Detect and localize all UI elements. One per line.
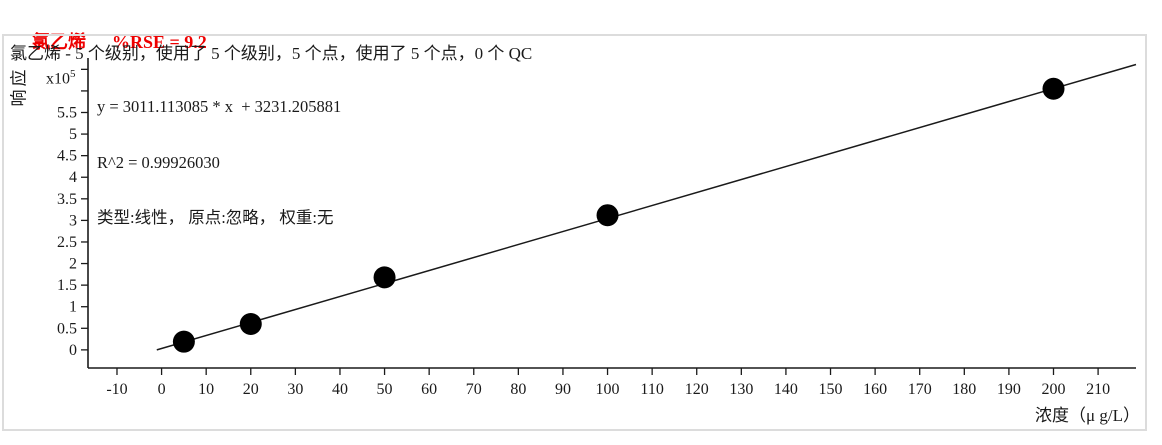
- x-tick-label: 60: [421, 381, 437, 398]
- fit-settings: 类型:线性， 原点:忽略， 权重:无: [97, 208, 334, 227]
- fit-r-squared: R^2 = 0.99926030: [97, 152, 220, 172]
- y-tick-label: 1.5: [57, 277, 77, 294]
- y-tick-label: 4.5: [57, 148, 77, 165]
- y-tick-label: 1: [69, 299, 77, 316]
- y-tick-label: 2: [69, 256, 77, 273]
- y-tick-label: 3: [69, 212, 77, 229]
- x-tick-label: 80: [510, 381, 526, 398]
- rse-value: %RSE = 9.2: [112, 32, 207, 52]
- x-tick-label: 70: [466, 381, 482, 398]
- regression-line: [156, 63, 1137, 351]
- x-tick-label: 180: [952, 381, 976, 398]
- fit-annotation: y = 3011.113085 * x + 3231.205881 R^2 = …: [97, 61, 341, 265]
- x-tick-label: 40: [332, 381, 348, 398]
- data-point: [172, 330, 195, 353]
- y-tick-label: 0.5: [57, 320, 77, 337]
- x-tick-label: 170: [908, 381, 932, 398]
- y-tick-label: 5.5: [57, 104, 77, 121]
- data-point: [596, 204, 619, 227]
- data-point: [1042, 77, 1065, 100]
- x-tick-label: 120: [685, 381, 709, 398]
- y-tick-label: 2.5: [57, 234, 77, 251]
- y-tick-label: 4: [69, 169, 77, 186]
- y-tick-label: 5: [69, 126, 77, 143]
- x-tick-label: 0: [158, 381, 166, 398]
- x-tick-label: 130: [729, 381, 753, 398]
- chart-frame: [2, 34, 1147, 431]
- fit-equation: y = 3011.113085 * x + 3231.205881: [97, 97, 342, 116]
- curve-info-line: 氯乙烯 - 5 个级别，使用了 5 个级别，5 个点，使用了 5 个点，0 个 …: [10, 44, 533, 63]
- x-tick-label: 10: [198, 381, 214, 398]
- compound-name: 氯乙烯: [32, 32, 86, 52]
- x-tick-label: 20: [243, 381, 259, 398]
- x-tick-label: 50: [377, 381, 393, 398]
- x-tick-label: 110: [640, 381, 663, 398]
- x-tick-label: 150: [819, 381, 843, 398]
- x-tick-label: 140: [774, 381, 798, 398]
- x-tick-label: 30: [287, 381, 303, 398]
- x-tick-label: -10: [106, 381, 127, 398]
- x-tick-label: 160: [863, 381, 887, 398]
- panel-title: 氯乙烯 %RSE = 9.2: [14, 7, 207, 75]
- y-axis-multiplier: x105: [46, 68, 76, 88]
- x-axis-title: 浓度（μ g/L）: [1035, 406, 1140, 425]
- x-tick-label: 210: [1086, 381, 1110, 398]
- y-tick-label: 0: [69, 342, 77, 359]
- y-tick-label: 3.5: [57, 191, 77, 208]
- x-tick-label: 200: [1041, 381, 1065, 398]
- x-tick-label: 90: [555, 381, 571, 398]
- x-tick-label: 190: [997, 381, 1021, 398]
- x-tick-label: 100: [596, 381, 620, 398]
- data-point: [239, 312, 262, 335]
- data-point: [373, 266, 396, 289]
